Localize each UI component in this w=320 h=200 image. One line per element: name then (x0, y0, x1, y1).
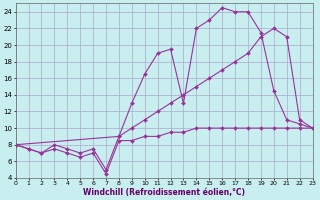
X-axis label: Windchill (Refroidissement éolien,°C): Windchill (Refroidissement éolien,°C) (83, 188, 245, 197)
